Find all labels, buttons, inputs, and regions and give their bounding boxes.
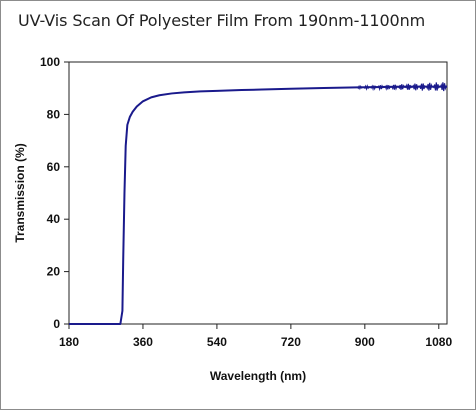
chart-title: UV-Vis Scan Of Polyester Film From 190nm…	[18, 11, 426, 30]
y-tick-label: 40	[47, 212, 61, 226]
y-tick-label: 80	[47, 107, 61, 121]
y-axis-title: Transmission (%)	[13, 143, 27, 242]
x-tick-label: 360	[133, 335, 153, 349]
y-tick-label: 20	[47, 265, 61, 279]
x-tick-label: 900	[355, 335, 375, 349]
x-tick-label: 540	[207, 335, 227, 349]
series-line-0	[69, 85, 447, 325]
x-tick-label: 720	[281, 335, 301, 349]
y-tick-label: 0	[53, 317, 60, 331]
x-axis-title: Wavelength (nm)	[210, 369, 306, 383]
plot-area	[68, 61, 448, 325]
x-tick-label: 180	[59, 335, 79, 349]
series-noise-0	[356, 82, 448, 92]
x-tick-label: 1080	[425, 335, 452, 349]
y-tick-label: 100	[40, 55, 60, 69]
y-tick-label: 60	[47, 160, 61, 174]
